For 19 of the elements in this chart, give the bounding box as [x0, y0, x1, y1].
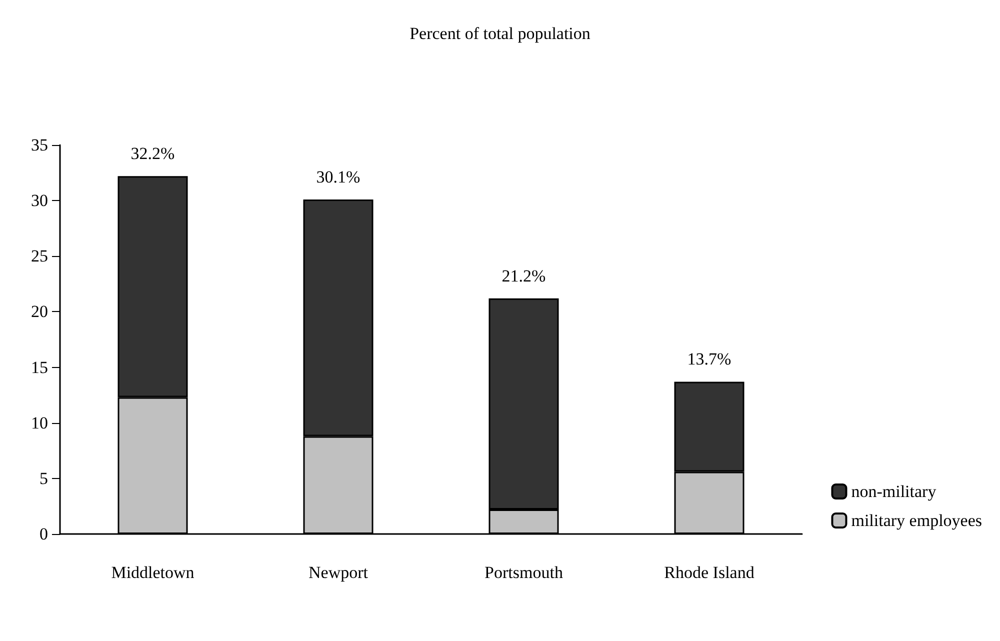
total-label: 21.2% [502, 266, 546, 286]
y-tick-label: 30 [31, 191, 48, 210]
x-tick-label: Middletown [111, 563, 195, 582]
y-tick-label: 15 [31, 358, 48, 377]
y-tick-label: 5 [40, 468, 48, 488]
total-label: 30.1% [316, 167, 360, 186]
x-tick-label: Rhode Island [664, 563, 755, 582]
y-tick-label: 10 [31, 413, 48, 432]
y-tick-label: 25 [31, 246, 48, 266]
y-tick-label: 0 [40, 524, 48, 544]
total-label: 13.7% [687, 350, 732, 369]
x-tick-label: Newport [308, 563, 368, 582]
chart-title: Percent of total population [410, 24, 591, 43]
total-label: 32.2% [130, 144, 175, 164]
y-tick-label: 20 [31, 302, 48, 322]
legend-label: military employees [851, 511, 982, 530]
y-tick-label: 35 [31, 136, 48, 154]
legend-label: non-military [851, 482, 937, 501]
x-tick-label: Portsmouth [484, 563, 564, 582]
